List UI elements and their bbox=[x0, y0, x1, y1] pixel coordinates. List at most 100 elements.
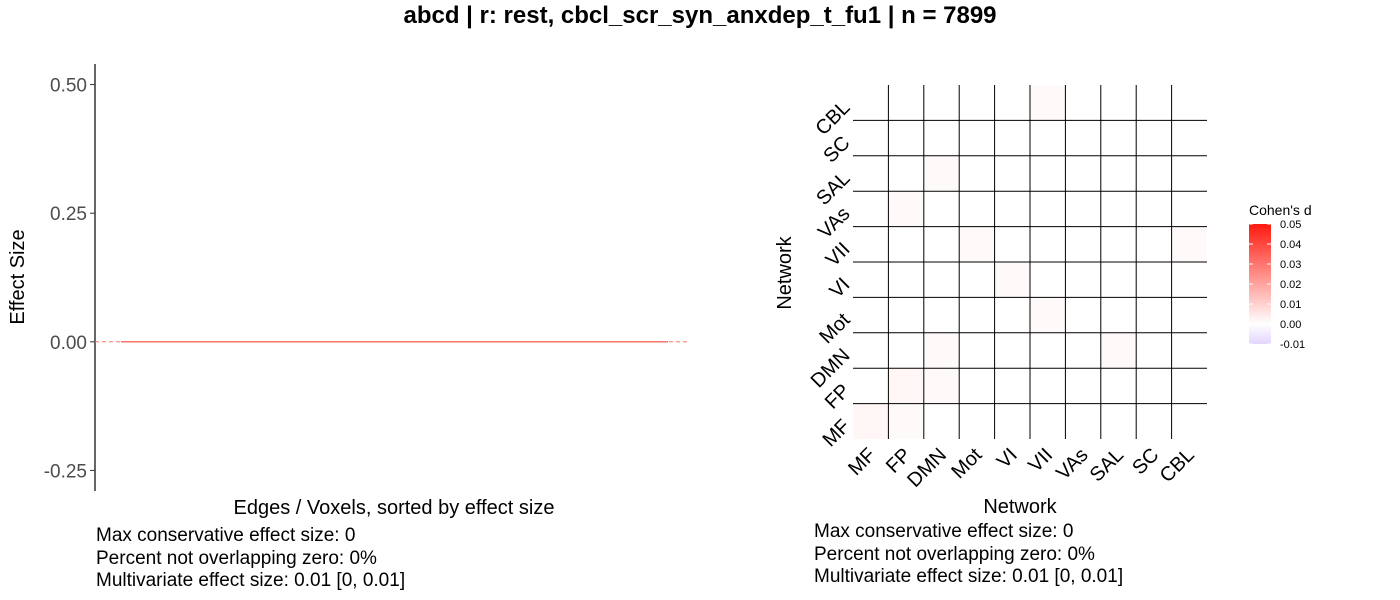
stat-line: Multivariate effect size: 0.01 [0, 0.01] bbox=[814, 566, 1124, 587]
heatmap-cell bbox=[1100, 332, 1137, 369]
heatmap-cell bbox=[1136, 120, 1172, 156]
heatmap-cell bbox=[1136, 332, 1172, 369]
heatmap-cell bbox=[1171, 120, 1207, 156]
heatmap-cell bbox=[1136, 191, 1172, 227]
heatmap-cell bbox=[959, 226, 995, 262]
heatmap-cell bbox=[959, 155, 995, 192]
legend-title: Cohen's d bbox=[1249, 202, 1312, 218]
heatmap-cell bbox=[923, 120, 960, 156]
heatmap-cell bbox=[1171, 262, 1207, 298]
heatmap-cell bbox=[853, 191, 889, 227]
legend-tick-label: 0.03 bbox=[1280, 259, 1301, 271]
heatmap-cell bbox=[888, 120, 924, 156]
y-tick-label-mot: Mot bbox=[815, 309, 854, 348]
heatmap-cell bbox=[888, 332, 924, 369]
heatmap-cell bbox=[959, 297, 995, 333]
heatmap-cell bbox=[994, 332, 1030, 369]
heatmap-cell bbox=[1030, 155, 1066, 192]
heatmap-cell bbox=[1065, 191, 1101, 227]
heatmap-cell bbox=[1065, 297, 1101, 333]
figure-title: abcd | r: rest, cbcl_scr_syn_anxdep_t_fu… bbox=[403, 2, 997, 29]
heatmap-cell bbox=[1136, 368, 1172, 404]
heatmap-cell bbox=[1065, 85, 1101, 121]
heatmap-cell bbox=[1065, 120, 1101, 156]
heatmap-cell bbox=[1171, 191, 1207, 227]
heatmap-cell bbox=[1100, 85, 1137, 121]
legend-tick-label: -0.01 bbox=[1280, 339, 1305, 351]
heatmap-cell bbox=[994, 262, 1030, 298]
heatmap-cell bbox=[1136, 85, 1172, 121]
heatmap-cell bbox=[1030, 332, 1066, 369]
heatmap-cell bbox=[1100, 403, 1137, 439]
heatmap-cell bbox=[1171, 85, 1207, 121]
x-tick-label-mf: MF bbox=[844, 444, 880, 480]
legend-tick-label: 0.04 bbox=[1280, 239, 1301, 251]
heatmap-cell bbox=[959, 85, 995, 121]
heatmap-cell bbox=[923, 226, 960, 262]
heatmap-cell bbox=[1065, 226, 1101, 262]
heatmap-cell bbox=[923, 403, 960, 439]
heatmap-cell bbox=[1030, 368, 1066, 404]
stat-line: Multivariate effect size: 0.01 [0, 0.01] bbox=[96, 570, 406, 591]
heatmap-cell bbox=[1065, 403, 1101, 439]
x-axis-title: Edges / Voxels, sorted by effect size bbox=[234, 497, 555, 519]
line-plot-stats: Max conservative effect size: 0 Percent … bbox=[96, 525, 405, 593]
heatmap-cell bbox=[1030, 262, 1066, 298]
heatmap-cell bbox=[1065, 332, 1101, 369]
heatmap-cell bbox=[923, 332, 960, 369]
heatmap-cell bbox=[994, 155, 1030, 192]
x-tick-label-cbl: CBL bbox=[1156, 444, 1199, 487]
stat-line: Max conservative effect size: 0 bbox=[814, 521, 1074, 542]
heatmap-cell bbox=[994, 85, 1030, 121]
heatmap-cell bbox=[1030, 226, 1066, 262]
heatmap-cell bbox=[923, 262, 960, 298]
heatmap-cell bbox=[888, 191, 924, 227]
stat-line: Percent not overlapping zero: 0% bbox=[96, 547, 377, 569]
heatmap-cell bbox=[1171, 155, 1207, 192]
y-tick-label-sal: SAL bbox=[812, 167, 854, 209]
y-tick-label-vi: VI bbox=[826, 274, 855, 303]
legend-colorbar bbox=[1249, 224, 1271, 344]
heatmap-cell bbox=[853, 120, 889, 156]
heatmap-cell bbox=[923, 155, 960, 192]
heatmap-cell bbox=[853, 226, 889, 262]
y-tick-label-mf: MF bbox=[819, 415, 855, 451]
heatmap-cell bbox=[994, 297, 1030, 333]
heatmap-cell bbox=[853, 85, 889, 121]
legend-tick-label: 0.05 bbox=[1280, 219, 1301, 231]
x-tick-label-dmn: DMN bbox=[903, 444, 951, 492]
heatmap-cell bbox=[853, 368, 889, 404]
heatmap-cell bbox=[1065, 368, 1101, 404]
heatmap-cell bbox=[1100, 191, 1137, 227]
heatmap-cell bbox=[923, 297, 960, 333]
heatmap-cell bbox=[1136, 297, 1172, 333]
heatmap-cell bbox=[1100, 262, 1137, 298]
heatmap-cell bbox=[923, 191, 960, 227]
x-tick-label-vi: VI bbox=[993, 444, 1022, 473]
legend-tick-label: 0.00 bbox=[1280, 319, 1301, 331]
heatmap-cell bbox=[1100, 120, 1137, 156]
heatmap-cell bbox=[853, 332, 889, 369]
heatmap-cell bbox=[1136, 155, 1172, 192]
y-tick-label: 0.00 bbox=[50, 333, 87, 354]
heatmap-cell bbox=[853, 297, 889, 333]
x-tick-label-sal: SAL bbox=[1086, 444, 1128, 486]
heatmap-cell bbox=[1065, 262, 1101, 298]
heatmap-cell bbox=[994, 403, 1030, 439]
heatmap-cell bbox=[888, 155, 924, 192]
heatmap-cell bbox=[853, 262, 889, 298]
heatmap-cell bbox=[1136, 403, 1172, 439]
legend-tick-label: 0.01 bbox=[1280, 299, 1301, 311]
heatmap-stats: Max conservative effect size: 0 Percent … bbox=[814, 521, 1123, 589]
heatmap-cell bbox=[1030, 120, 1066, 156]
y-axis-title: Effect Size bbox=[7, 229, 29, 324]
heatmap-cell bbox=[1030, 191, 1066, 227]
heatmap-y-axis-title: Network bbox=[774, 235, 796, 309]
y-tick-label-vas: VAs bbox=[814, 203, 854, 243]
heatmap-cell bbox=[959, 368, 995, 404]
x-tick-label-vas: VAs bbox=[1052, 444, 1092, 484]
heatmap-cell bbox=[888, 262, 924, 298]
heatmap-cell bbox=[1030, 85, 1066, 121]
heatmap-cell bbox=[1065, 155, 1101, 192]
